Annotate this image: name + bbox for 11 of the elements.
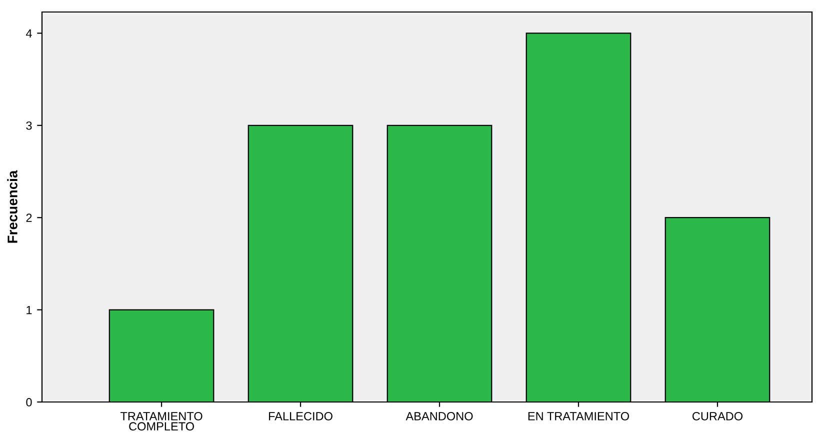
x-tick-label: ABANDONO [406, 412, 473, 420]
y-tick-label: 1 [26, 306, 32, 314]
y-axis-title: Frecuencia [7, 170, 18, 243]
y-tick-label: 2 [26, 214, 32, 222]
y-tick-label: 0 [26, 398, 32, 406]
x-tick-label: FALLECIDO [269, 412, 332, 420]
x-tick-label: EN TRATAMIENTO [528, 412, 629, 420]
y-tick-label: 3 [26, 121, 32, 130]
x-tick-label: CURADO [692, 412, 742, 420]
x-tick-label: TRATAMIENTO COMPLETO [120, 412, 202, 431]
y-tick-label: 4 [26, 29, 32, 38]
